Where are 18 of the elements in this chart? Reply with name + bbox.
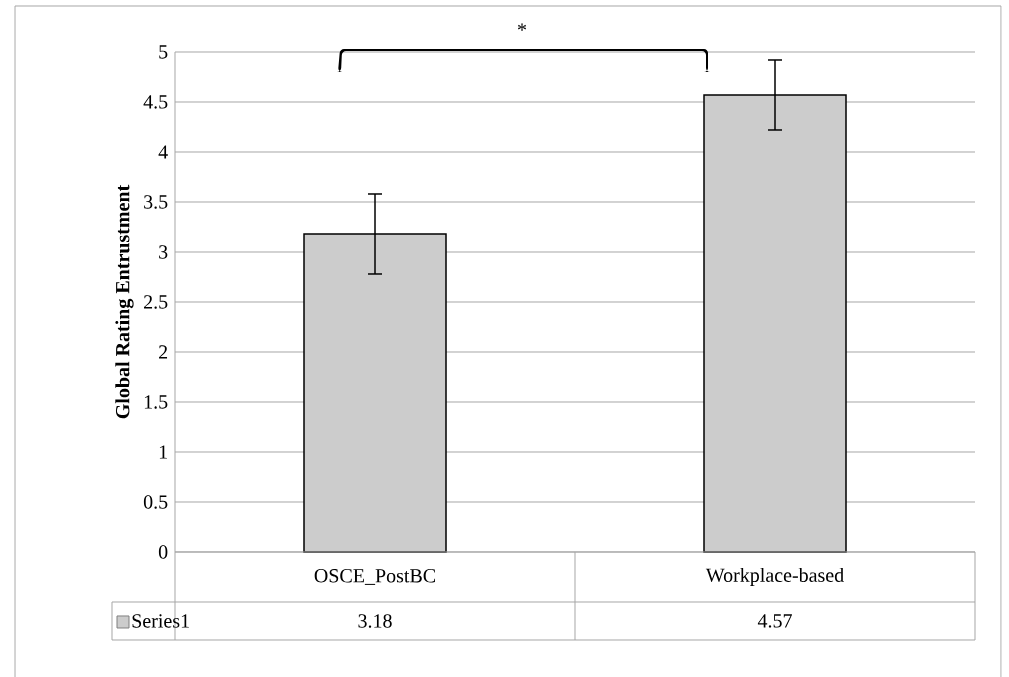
y-tick-label: 4.5 — [143, 95, 168, 109]
y-tick-label: 4 — [158, 145, 168, 159]
y-tick-label: 1.5 — [144, 395, 168, 409]
x-tick-label: OSCE_PostBC — [314, 569, 436, 585]
y-tick-label: 1 — [159, 445, 167, 459]
y-tick-label: 2.5 — [144, 295, 168, 309]
y-tick-label: 0 — [158, 545, 168, 559]
data-label: 4.57 — [757, 614, 792, 628]
legend-label: Series1 — [132, 614, 189, 628]
text: * — [517, 23, 527, 31]
y-axis-title: Global Rating Entrustment — [115, 184, 134, 419]
y-tick-label: 0.5 — [143, 495, 168, 509]
y-tick-label: 2 — [159, 345, 168, 359]
x-tick-label: Workplace-based — [705, 567, 844, 587]
y-tick-label: 3.5 — [144, 195, 168, 209]
y-tick-label: 5 — [159, 45, 168, 59]
data-label: 3.18 — [358, 614, 392, 628]
y-tick-label: 3 — [159, 245, 168, 259]
